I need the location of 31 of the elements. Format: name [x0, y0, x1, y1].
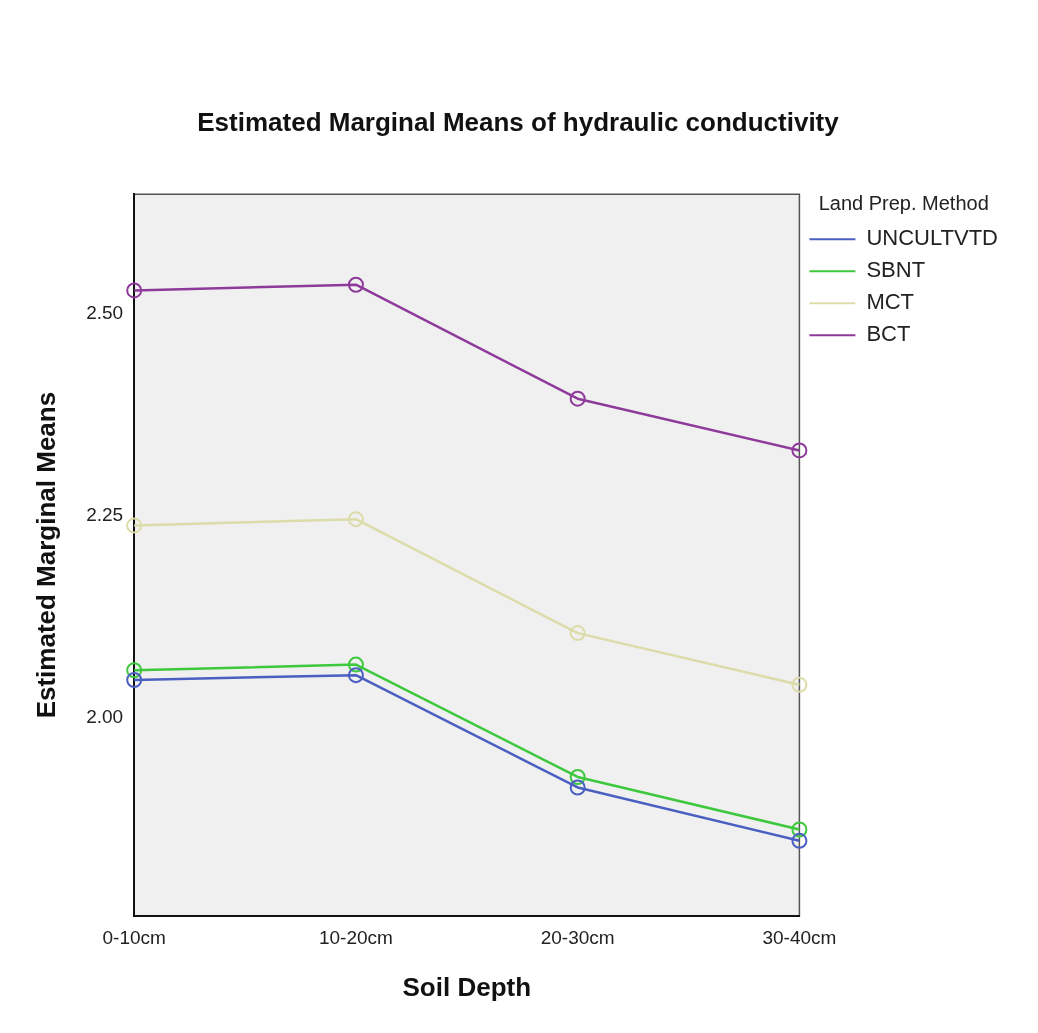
legend-title: Land Prep. Method [818, 191, 989, 214]
point [791, 832, 808, 849]
x-tick-label: 10-20cm [318, 926, 393, 948]
legend-label: MCT [866, 289, 915, 315]
point [347, 656, 364, 673]
legend-label: BCT [866, 321, 911, 347]
point [569, 625, 586, 642]
point [347, 667, 364, 684]
y-tick-label: 2.00 [86, 706, 124, 728]
x-axis-title: Soil Depth [402, 971, 532, 1002]
legend-label: UNCULTVTD [866, 225, 998, 251]
x-tick-label: 20-30cm [540, 926, 615, 948]
y-tick-label: 2.50 [86, 302, 124, 324]
point [791, 442, 808, 459]
point [569, 779, 586, 796]
x-tick-label: 30-40cm [762, 926, 837, 948]
y-axis-title: Estimated Marginal Means [30, 391, 61, 719]
point [347, 511, 364, 528]
point [347, 276, 364, 293]
point [126, 671, 143, 688]
point [126, 662, 143, 679]
legend-label: SBNT [866, 257, 926, 283]
chart-title: Estimated Marginal Means of hydraulic conductivity [197, 106, 840, 137]
y-tick-label: 2.25 [86, 504, 124, 526]
point [126, 517, 143, 534]
point [126, 282, 143, 299]
point [791, 676, 808, 693]
point [569, 390, 586, 407]
point [791, 821, 808, 838]
x-tick-label: 0-10cm [102, 926, 166, 948]
point [569, 768, 586, 785]
